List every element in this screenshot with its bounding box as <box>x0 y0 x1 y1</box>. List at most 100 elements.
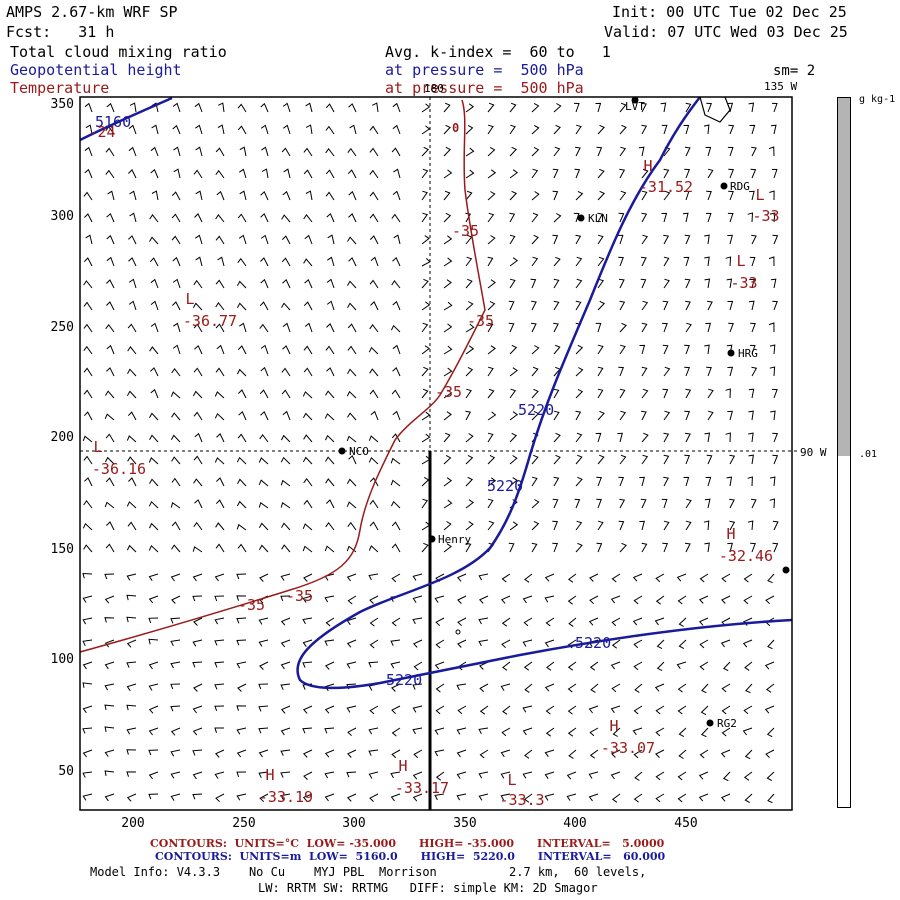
wind-barb <box>704 432 711 443</box>
wind-barb <box>700 727 709 738</box>
wind-barb <box>685 432 691 443</box>
wind-barb <box>195 234 203 245</box>
wind-barb <box>677 683 687 693</box>
wind-barb <box>370 256 379 267</box>
wind-barb <box>465 256 473 267</box>
wind-barb <box>82 661 93 670</box>
wind-barb <box>258 617 269 625</box>
wind-barb <box>596 542 603 553</box>
wind-barb <box>236 523 247 531</box>
wind-barb <box>683 190 690 201</box>
wind-barb <box>597 278 605 289</box>
wind-barb <box>346 771 357 778</box>
wind-barb <box>391 705 401 715</box>
wind-barb <box>655 705 665 715</box>
wind-barb <box>434 749 445 757</box>
wind-barb <box>553 300 560 311</box>
wind-barb <box>150 367 159 377</box>
wind-barb <box>150 278 159 289</box>
wind-barb <box>148 638 159 645</box>
wind-barb <box>597 212 604 223</box>
wind-barb <box>126 544 137 553</box>
wind-barb <box>641 102 647 113</box>
wind-barb <box>346 501 357 509</box>
wind-barb <box>617 432 623 443</box>
wind-barb <box>443 411 452 421</box>
wind-barb <box>524 573 533 583</box>
wind-barb <box>751 366 758 377</box>
wind-barb <box>769 498 776 509</box>
wind-barb <box>192 727 203 736</box>
wind-barb <box>509 432 518 443</box>
wind-barb <box>553 103 562 113</box>
wind-barb <box>487 477 497 487</box>
wind-barb <box>304 278 313 289</box>
wind-barb <box>150 388 159 399</box>
wind-barb <box>634 771 643 781</box>
wind-barb <box>148 771 159 780</box>
wind-barb <box>412 727 423 735</box>
wind-barb <box>619 498 626 509</box>
height-contour-label: 5220 <box>386 671 422 689</box>
wind-barb <box>239 146 247 157</box>
wind-barb <box>767 793 775 804</box>
wind-barb <box>214 391 225 399</box>
wind-barb <box>104 749 115 757</box>
wind-barb <box>566 771 577 780</box>
wind-barb <box>487 432 494 443</box>
wind-barb <box>83 345 93 355</box>
wind-barb <box>660 102 667 113</box>
station-marker <box>577 214 585 222</box>
wind-barb <box>641 234 649 245</box>
wind-barb <box>727 542 733 553</box>
wind-barb <box>597 256 605 267</box>
wind-barb <box>258 749 269 758</box>
height-contour-5160 <box>79 96 173 142</box>
wind-barb <box>348 103 357 113</box>
wind-barb <box>236 456 247 465</box>
wind-barb <box>575 520 583 531</box>
forecast-hour: Fcst: 31 h <box>6 23 115 41</box>
wind-barb <box>391 617 401 627</box>
wind-barb <box>771 168 778 179</box>
wind-barb <box>749 190 755 201</box>
temperature-contour-label: -35 <box>286 587 313 605</box>
wind-barb <box>149 214 159 223</box>
wind-barb <box>369 499 379 509</box>
wind-barb <box>765 749 775 758</box>
wind-barb <box>149 478 159 487</box>
wind-barb <box>678 749 687 759</box>
wind-barb <box>465 454 474 465</box>
wind-barb <box>280 595 291 602</box>
wind-barb <box>589 727 599 737</box>
wind-barb <box>764 705 775 714</box>
wind-barb <box>129 278 137 289</box>
wind-barb <box>82 749 93 758</box>
x-tick-label: 400 <box>563 816 586 831</box>
wind-barb <box>619 454 627 465</box>
wind-barb <box>509 344 518 355</box>
wind-barb <box>280 705 291 714</box>
wind-barb <box>325 456 335 465</box>
wind-barb <box>368 346 379 355</box>
wind-barb <box>655 771 665 781</box>
wind-barb <box>421 301 431 311</box>
wind-barb <box>618 366 625 377</box>
wind-barb <box>148 544 159 553</box>
wind-barb <box>347 169 357 179</box>
wind-barb <box>684 168 691 179</box>
wind-barb <box>619 102 627 113</box>
wind-barb <box>193 683 203 692</box>
wind-barb <box>281 544 291 553</box>
wind-barb <box>632 617 643 626</box>
wind-barb <box>553 388 560 399</box>
wind-barb <box>575 234 582 245</box>
wind-barb <box>236 793 247 801</box>
wind-barb <box>347 236 357 245</box>
station-label: Henry <box>438 533 471 546</box>
wind-barb <box>487 279 496 289</box>
wind-barb <box>751 146 757 157</box>
model-info: Model Info: V4.3.3 No Cu MYJ PBL Morriso… <box>90 865 647 879</box>
wind-barb <box>465 410 472 421</box>
wind-barb <box>215 214 225 223</box>
